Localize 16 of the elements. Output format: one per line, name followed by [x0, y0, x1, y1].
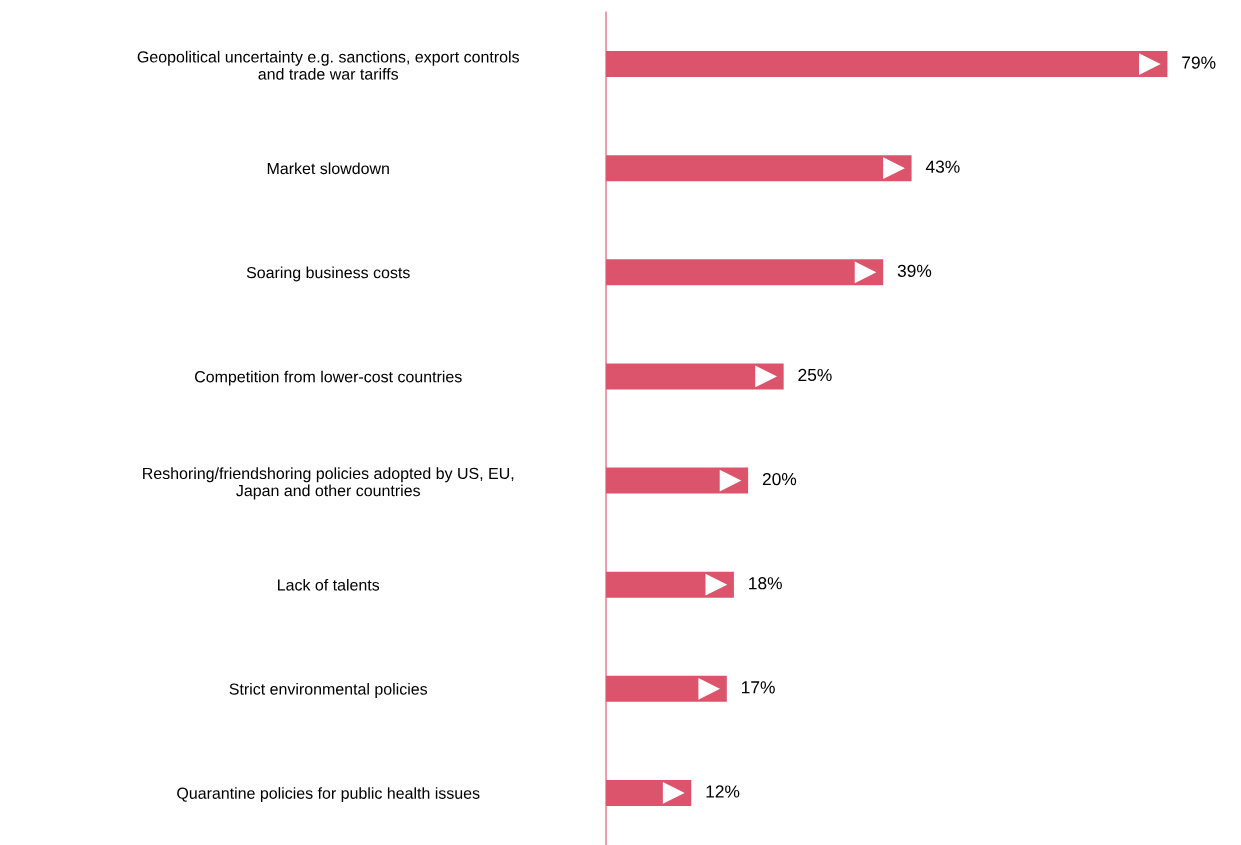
data-label: 39%	[897, 264, 932, 277]
y-tick-label: Reshoring/friendshoring policies adopted by US, EU, Japan and other countries	[143, 467, 514, 500]
data-label: 25%	[798, 368, 832, 382]
data-label: 79%	[1182, 56, 1216, 69]
y-tick-label: Market slowdown	[267, 162, 389, 175]
data-label: 43%	[925, 160, 960, 173]
y-tick-label: Competition from lower-cost countries	[195, 370, 462, 386]
data-label: 18%	[749, 577, 782, 590]
y-tick-label: Quarantine policies for public health issues	[177, 787, 480, 803]
data-label: 20%	[762, 472, 797, 486]
data-label: 17%	[742, 681, 775, 694]
y-tick-label: Geopolitical uncertainty e.g. sanctions, export controls and trade war tariffs	[137, 50, 519, 80]
data-label: 12%	[706, 785, 740, 798]
y-tick-label: Strict environmental policies	[229, 683, 428, 698]
y-tick-label: Soaring business costs	[246, 266, 410, 282]
y-tick-label: Lack of talents	[278, 578, 380, 591]
